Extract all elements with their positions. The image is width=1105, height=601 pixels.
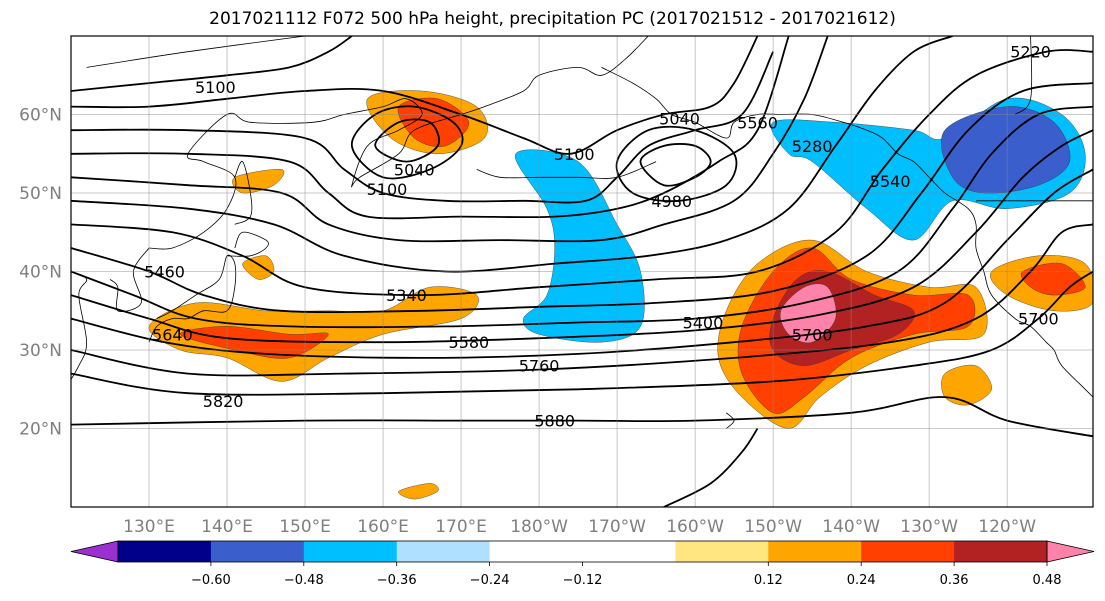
coastline-2	[148, 254, 237, 343]
lon-tick-label: 150°E	[279, 517, 331, 537]
height-contour-16	[374, 118, 440, 163]
height-contour-6	[71, 49, 1093, 297]
lon-tick-label: 140°E	[201, 517, 253, 537]
lat-tick-label: 50°N	[19, 184, 62, 204]
height-contour-14	[663, 428, 759, 507]
lon-tick-label: 170°W	[588, 517, 646, 537]
contour-label: 5040	[394, 160, 435, 179]
colorbar	[70, 540, 1095, 563]
coastline-1	[109, 247, 150, 312]
contour-label: 5760	[519, 357, 560, 376]
precip-region-pos2	[398, 483, 439, 500]
lat-tick-label: 60°N	[19, 106, 62, 126]
precip-region-neg2	[514, 149, 645, 343]
map-title: 2017021112 F072 500 hPa height, precipit…	[209, 9, 896, 29]
colorbar-tick-label: −0.12	[563, 573, 603, 588]
coastline-0	[71, 271, 88, 381]
colorbar-segment	[675, 541, 769, 562]
colorbar-segment	[861, 541, 955, 562]
lon-tick-label: 150°W	[744, 517, 802, 537]
colorbar-tick-label: 0.48	[1033, 573, 1062, 588]
contour-label: 5700	[792, 325, 833, 344]
coastline-7	[601, 67, 1093, 398]
map-frame	[70, 35, 1094, 508]
lon-tick-label: 130°W	[900, 517, 958, 537]
colorbar-segment	[118, 541, 212, 562]
contour-label: 5640	[152, 325, 193, 344]
colorbar-segment	[396, 541, 491, 562]
latitude-tick-labels: 20°N 30°N 40°N 50°N 60°N	[19, 106, 62, 440]
contour-label: 5100	[195, 78, 236, 97]
colorbar-tick-label: 0.12	[754, 573, 783, 588]
lat-tick-label: 20°N	[19, 420, 62, 440]
precip-region-pos2	[941, 364, 992, 406]
contour-labels: 5100510050405100504049805560528052205460…	[144, 43, 1059, 431]
contour-label: 5100	[554, 145, 595, 164]
contour-label: 5100	[367, 180, 408, 199]
height-contour-7	[71, 82, 1093, 313]
colorbar-tick-label: 0.24	[847, 573, 876, 588]
colorbar-segment	[210, 541, 305, 562]
contour-label: 5880	[534, 412, 575, 431]
contour-label: 5540	[870, 172, 911, 191]
colorbar-tick-label: −0.36	[377, 573, 417, 588]
contour-label: 5220	[1010, 43, 1051, 62]
contour-label: 5040	[659, 109, 700, 128]
precipitation-layer	[148, 90, 1093, 500]
contour-label: 5700	[1018, 310, 1059, 329]
lon-tick-label: 130°E	[123, 517, 175, 537]
contour-label: 5280	[792, 137, 833, 156]
lat-tick-label: 40°N	[19, 263, 62, 283]
colorbar-tick-labels: −0.60 −0.48 −0.36 −0.24 −0.12 0.12 0.24 0.36 0.4…	[191, 562, 1062, 588]
colorbar-tick-label: 0.36	[940, 573, 969, 588]
coastline-5	[148, 36, 649, 250]
height-contour-12	[71, 270, 1093, 396]
height-contour-17	[615, 125, 738, 203]
contour-label: 5580	[449, 333, 490, 352]
lon-tick-label: 160°W	[666, 517, 724, 537]
colorbar-tick-label: −0.48	[284, 573, 324, 588]
lat-tick-label: 30°N	[19, 341, 62, 361]
height-contour-15	[350, 105, 464, 180]
colorbar-tick-label: −0.60	[191, 573, 231, 588]
border-canada-alaska	[1014, 36, 1033, 115]
contour-label: 4980	[651, 192, 692, 211]
colorbar-extend-low	[70, 540, 119, 563]
gridlines	[71, 36, 1093, 507]
colorbar-extend-high	[1046, 540, 1095, 563]
coastline-3	[226, 231, 269, 257]
coastline-6	[86, 36, 306, 68]
lon-tick-label: 120°W	[978, 517, 1036, 537]
precip-region-pos2	[242, 255, 275, 280]
contour-label: 5340	[386, 286, 427, 305]
contour-label: 5560	[737, 113, 778, 132]
lon-tick-label: 160°E	[357, 517, 409, 537]
height-contour-3	[71, 36, 790, 220]
lon-tick-label: 180°W	[510, 517, 568, 537]
lon-tick-label: 140°W	[822, 517, 880, 537]
longitude-tick-labels: 130°E 140°E 150°E 160°E 170°E 180°W 170°W 160°W…	[123, 517, 1036, 537]
contour-label: 5820	[203, 392, 244, 411]
height-contour-0	[71, 36, 353, 92]
height-contour-5	[71, 36, 953, 273]
contour-label: 5460	[144, 263, 185, 282]
colorbar-segment	[303, 541, 398, 562]
colorbar-tick-label: −0.24	[470, 573, 510, 588]
colorbar-segment	[768, 541, 862, 562]
colorbar-segment	[582, 541, 676, 562]
coastline-layer	[71, 36, 1093, 429]
colorbar-segment	[489, 541, 583, 562]
height-contour-8	[71, 105, 1093, 329]
coastline-8	[476, 161, 657, 179]
coastline-9	[726, 412, 735, 429]
height-contour-18	[639, 143, 712, 187]
contour-label: 5400	[683, 314, 724, 333]
lon-tick-label: 170°E	[435, 517, 487, 537]
colorbar-segment	[954, 541, 1048, 562]
